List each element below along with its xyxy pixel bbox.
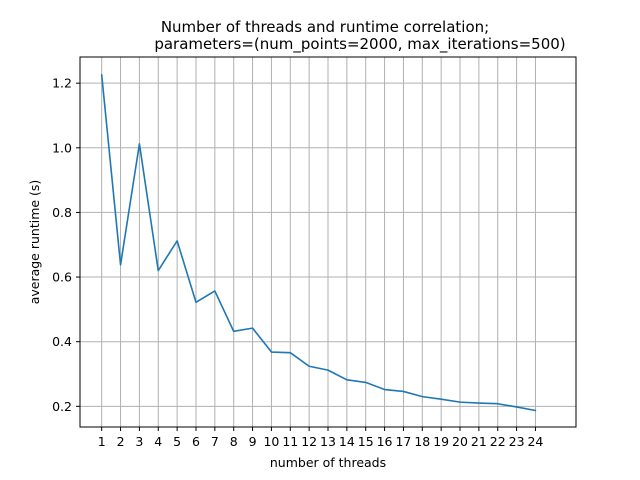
- x-tick-label: 5: [173, 434, 181, 449]
- x-tick-label: 3: [135, 434, 143, 449]
- x-tick-label: 18: [414, 434, 430, 449]
- x-tick-label: 8: [230, 434, 238, 449]
- x-tick-label: 10: [263, 434, 279, 449]
- x-tick-label: 16: [377, 434, 393, 449]
- chart-title-line-2: parameters=(num_points=2000, max_iterati…: [154, 35, 565, 54]
- y-tick-label: 1.0: [52, 140, 72, 155]
- x-tick-label: 19: [433, 434, 449, 449]
- grid: [80, 57, 576, 427]
- x-tick-label: 1: [98, 434, 106, 449]
- ticks: 1 2 3 4 5 6 7 8 9 10 11 12 13 14 15 16 17 18 19 20 21 22 23 240…: [52, 76, 543, 449]
- y-tick-label: 0.6: [52, 270, 72, 285]
- x-tick-label: 21: [471, 434, 487, 449]
- x-tick-label: 9: [249, 434, 257, 449]
- x-tick-label: 20: [452, 434, 468, 449]
- x-tick-label: 14: [339, 434, 355, 449]
- y-tick-label: 0.4: [52, 334, 72, 349]
- y-tick-label: 1.2: [52, 76, 72, 91]
- series-line: [100, 73, 537, 412]
- x-tick-label: 22: [490, 434, 506, 449]
- x-tick-label: 12: [301, 434, 317, 449]
- y-tick-label: 0.2: [52, 399, 72, 414]
- plot-area-frame: [79, 56, 577, 428]
- series-layer: [100, 73, 537, 412]
- x-tick-label: 13: [320, 434, 336, 449]
- x-tick-label: 6: [192, 434, 200, 449]
- x-tick-label: 7: [211, 434, 219, 449]
- y-tick-label: 0.8: [52, 205, 72, 220]
- x-tick-label: 23: [509, 434, 525, 449]
- x-tick-label: 11: [282, 434, 298, 449]
- x-tick-label: 15: [358, 434, 374, 449]
- x-tick-label: 2: [117, 434, 125, 449]
- x-tick-label: 24: [527, 434, 543, 449]
- x-axis-label: number of threads: [270, 455, 386, 470]
- x-tick-label: 4: [154, 434, 162, 449]
- chart-title-line-1: Number of threads and runtime correlatio…: [161, 18, 489, 36]
- x-tick-label: 17: [395, 434, 411, 449]
- y-axis-label: average runtime (s): [27, 180, 42, 305]
